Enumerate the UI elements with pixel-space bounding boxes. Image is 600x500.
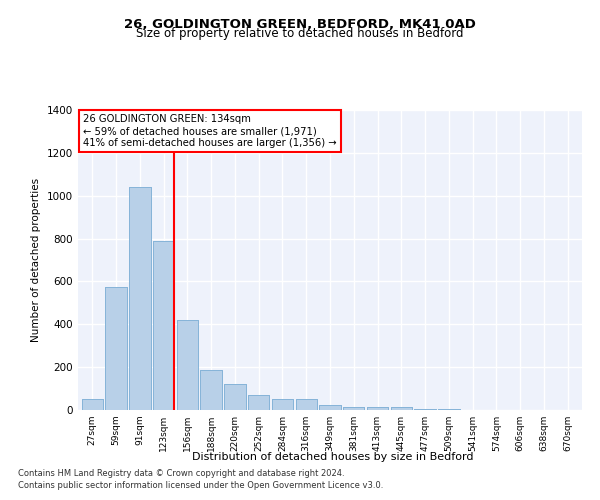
- Bar: [272, 400, 293, 410]
- Bar: [319, 406, 341, 410]
- Bar: [415, 409, 436, 410]
- Text: Contains public sector information licensed under the Open Government Licence v3: Contains public sector information licen…: [18, 481, 383, 490]
- Bar: [272, 400, 293, 410]
- Text: Distribution of detached houses by size in Bedford: Distribution of detached houses by size …: [192, 452, 474, 462]
- Bar: [248, 395, 269, 410]
- Bar: [343, 407, 364, 410]
- Bar: [106, 287, 127, 410]
- Bar: [82, 400, 103, 410]
- Bar: [367, 407, 388, 410]
- Bar: [129, 187, 151, 410]
- Bar: [200, 370, 222, 410]
- Bar: [153, 240, 174, 410]
- Bar: [176, 320, 198, 410]
- Bar: [176, 320, 198, 410]
- Bar: [129, 187, 151, 410]
- Bar: [153, 240, 174, 410]
- Bar: [106, 287, 127, 410]
- Bar: [296, 400, 317, 410]
- Bar: [415, 409, 436, 410]
- Bar: [343, 407, 364, 410]
- Bar: [296, 400, 317, 410]
- Bar: [438, 409, 460, 410]
- Bar: [319, 406, 341, 410]
- Bar: [391, 408, 412, 410]
- Y-axis label: Number of detached properties: Number of detached properties: [31, 178, 41, 342]
- Bar: [224, 384, 245, 410]
- Text: 26 GOLDINGTON GREEN: 134sqm
← 59% of detached houses are smaller (1,971)
41% of : 26 GOLDINGTON GREEN: 134sqm ← 59% of det…: [83, 114, 337, 148]
- Bar: [438, 409, 460, 410]
- Text: Contains HM Land Registry data © Crown copyright and database right 2024.: Contains HM Land Registry data © Crown c…: [18, 468, 344, 477]
- Text: Size of property relative to detached houses in Bedford: Size of property relative to detached ho…: [136, 28, 464, 40]
- Text: 26, GOLDINGTON GREEN, BEDFORD, MK41 0AD: 26, GOLDINGTON GREEN, BEDFORD, MK41 0AD: [124, 18, 476, 30]
- Bar: [224, 384, 245, 410]
- Bar: [391, 408, 412, 410]
- Bar: [367, 407, 388, 410]
- Bar: [248, 395, 269, 410]
- Bar: [200, 370, 222, 410]
- Bar: [82, 400, 103, 410]
